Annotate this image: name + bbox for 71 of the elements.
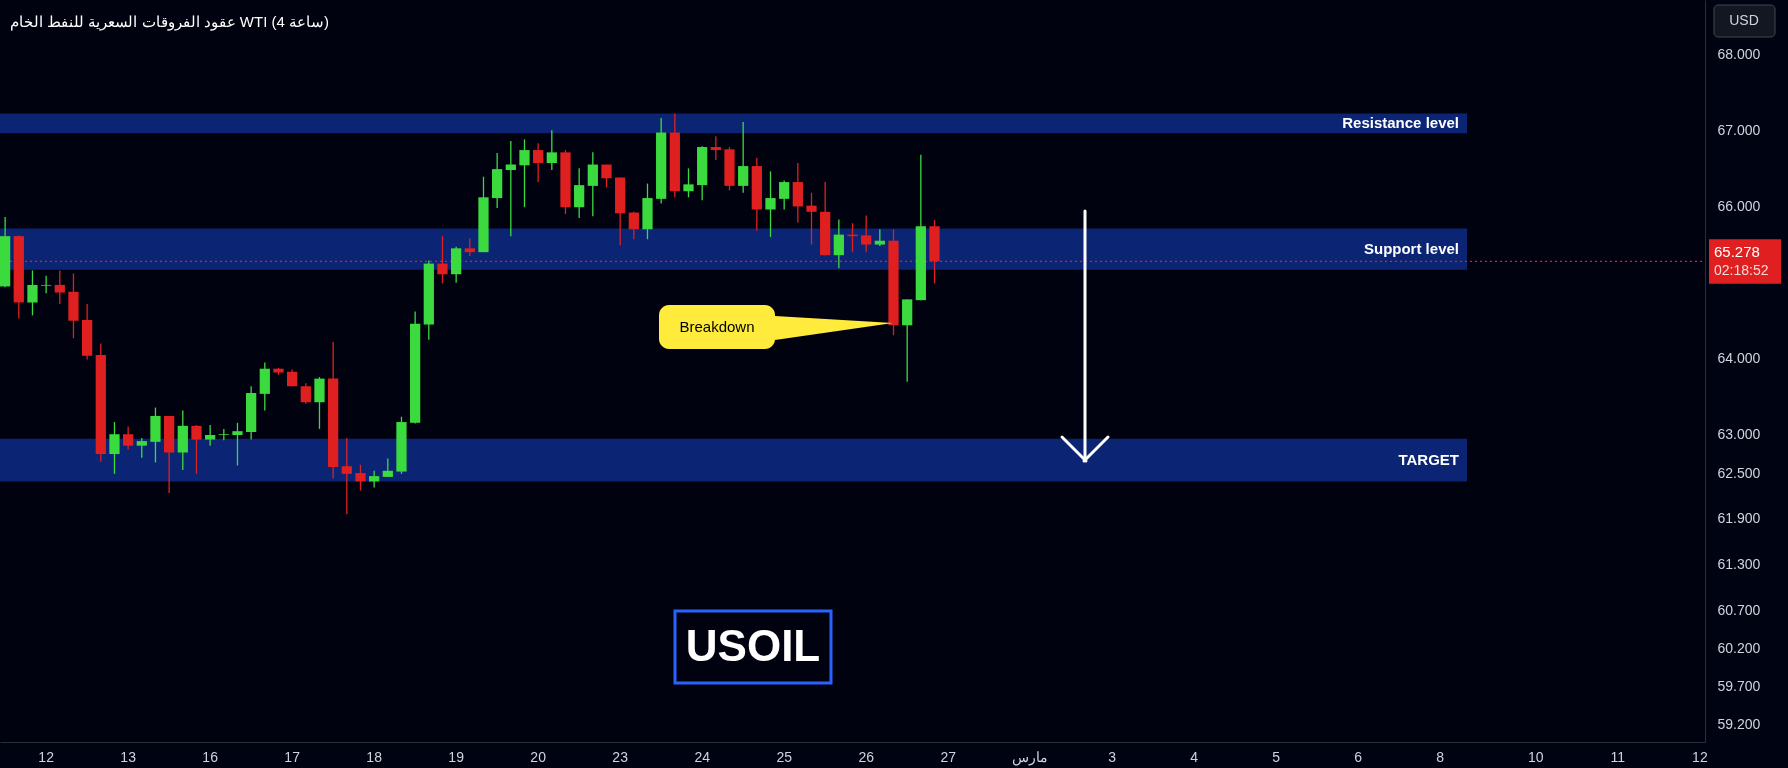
x-tick-label: 25 [776,748,793,765]
x-tick-label: 4 [1190,748,1199,765]
candlestick [628,211,639,240]
candlestick [54,269,65,305]
candlestick [683,167,694,198]
x-tick-label: 13 [120,748,137,765]
x-tick-label: 8 [1436,748,1445,765]
y-tick-label: 62.500 [1717,464,1761,481]
x-tick-label: 27 [940,748,957,765]
x-tick-label: 24 [694,748,711,765]
y-tick-label: 63.000 [1717,426,1761,443]
y-tick-label: 59.200 [1717,715,1761,732]
x-tick-label: 12 [1692,748,1708,765]
x-tick-label: 16 [202,748,219,765]
candlestick [587,151,598,217]
candlestick [519,138,530,208]
y-tick-label: 61.300 [1717,556,1761,572]
y-tick-label: 60.200 [1717,639,1761,656]
x-tick-label: مارس [1012,748,1049,766]
x-tick-label: 26 [858,748,875,765]
candlestick [505,140,516,237]
x-tick-label: 3 [1108,748,1117,765]
candlestick [382,457,393,478]
candlestick [205,424,216,447]
candlestick [191,424,202,475]
candlestick [314,376,325,430]
candlestick [341,437,352,515]
candlestick [806,192,817,246]
y-tick-label: 67.000 [1717,121,1761,138]
candlestick [765,170,776,238]
band-label: TARGET [1398,451,1459,469]
x-tick-label: 20 [530,748,547,765]
candlestick [136,437,147,459]
x-tick-label: 10 [1528,748,1544,765]
candlestick [123,425,134,451]
candlestick [41,275,52,294]
x-tick-label: 5 [1272,748,1281,765]
candlestick [710,135,721,161]
x-tick-label: 23 [612,748,629,765]
y-tick-label: 61.900 [1717,510,1761,527]
candlestick [109,421,120,475]
candlestick [738,121,749,194]
candlestick [546,129,557,171]
annotation: USOIL [685,621,821,670]
candlestick [861,214,872,253]
text: USD [1729,12,1759,28]
ref-line-label: 65.278 [1714,243,1760,261]
band-label: Resistance level [1342,114,1459,132]
x-tick-label: 17 [284,748,301,765]
y-tick-label: 64.000 [1717,350,1761,367]
candlestick [574,167,585,219]
candlestick [833,218,844,269]
x-tick-label: 11 [1610,748,1626,765]
x-tick-label: 12 [38,748,55,765]
band-label: Support level [1363,240,1459,258]
x-tick-label: 18 [366,748,383,765]
candlestick [533,142,544,183]
x-tick-label: 19 [448,748,465,765]
y-tick-label: 60.700 [1717,601,1761,618]
y-tick-label: 59.700 [1717,677,1761,694]
candlestick [27,269,38,317]
text: عقود الفروقات السعرية للنفط الخام WTI (4 ساعة) [10,13,329,31]
candlestick [300,382,311,405]
candlestick [232,422,243,467]
y-tick-label: 66.000 [1717,197,1761,214]
candlestick [779,179,790,211]
y-tick-label: 68.000 [1717,45,1761,62]
candlestick [355,464,366,492]
x-tick-label: 6 [1354,748,1363,765]
text: 02:18:52 [1714,262,1769,279]
candlestick [369,470,380,489]
